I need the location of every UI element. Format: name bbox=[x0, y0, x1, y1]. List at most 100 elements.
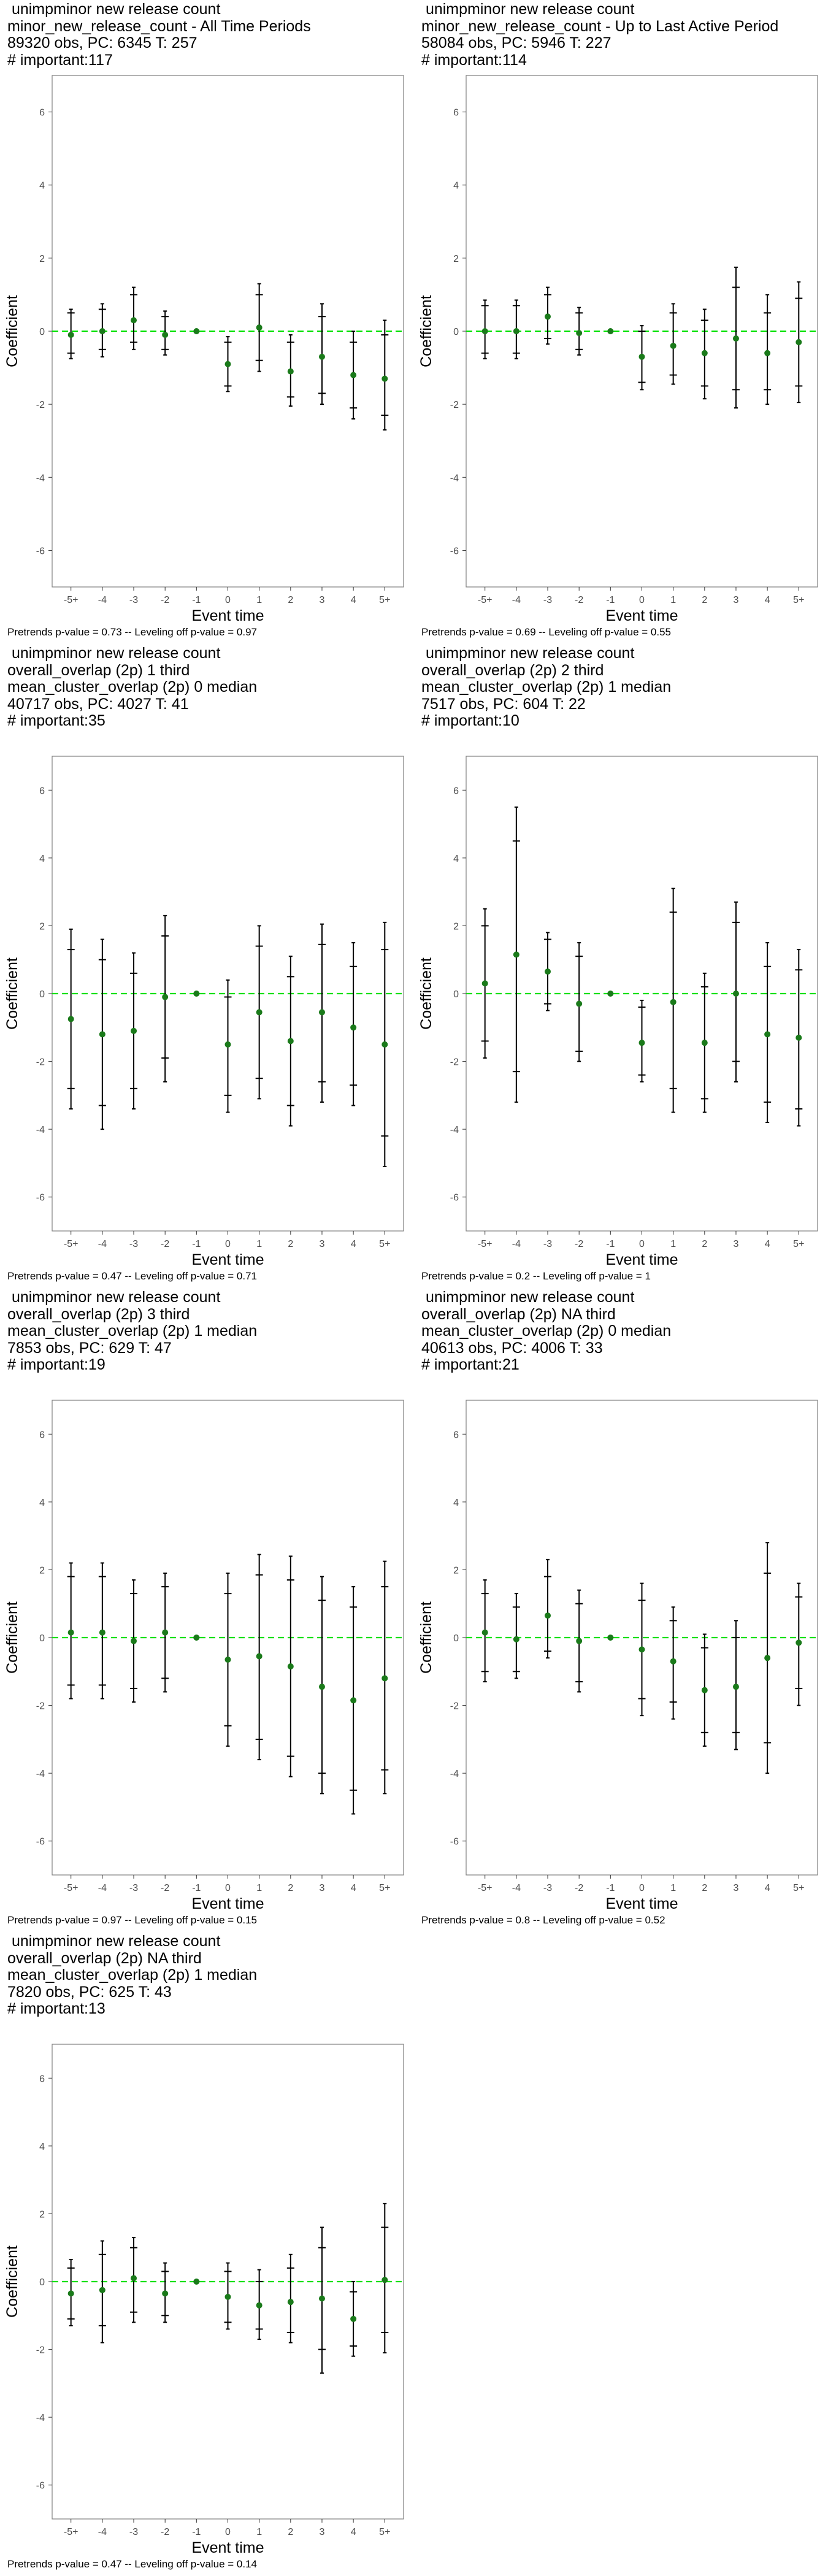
coefficient-point bbox=[481, 1629, 488, 1636]
pvalue-footnote: Pretrends p-value = 0.69 -- Leveling off… bbox=[421, 626, 671, 638]
x-tick-label: 0 bbox=[225, 2527, 231, 2537]
y-tick-label: -4 bbox=[36, 2413, 45, 2423]
plot-panel-border bbox=[466, 756, 818, 1232]
x-tick-label: 5+ bbox=[379, 1239, 390, 1249]
x-tick-label: 1 bbox=[256, 2527, 262, 2537]
x-tick-label: 0 bbox=[639, 595, 645, 605]
x-tick-label: -2 bbox=[575, 1883, 583, 1893]
y-tick-label: 2 bbox=[453, 921, 459, 932]
x-axis-title: Event time bbox=[191, 2539, 264, 2556]
chart-title-line: 7517 obs, PC: 604 T: 22 bbox=[421, 695, 586, 713]
x-tick-label: 4 bbox=[351, 2527, 356, 2537]
coefficient-point bbox=[764, 350, 771, 356]
y-tick-label: 4 bbox=[453, 1498, 459, 1508]
coefficient-point bbox=[638, 353, 645, 360]
chart-panel-6: unimpminor new release count overall_over… bbox=[414, 1288, 828, 1932]
y-axis-title: Coefficient bbox=[418, 957, 435, 1030]
pvalue-footnote: Pretrends p-value = 0.97 -- Leveling off… bbox=[7, 1914, 257, 1926]
chart-title-line: mean_cluster_overlap (2p) 0 median bbox=[421, 1322, 672, 1340]
x-tick-label: -4 bbox=[512, 1239, 521, 1249]
coefficient-point bbox=[545, 313, 551, 320]
y-tick-label: -6 bbox=[36, 2481, 45, 2491]
chart-plot-svg: -6 -4 -2 0 2 4 6 -5+ -4 -3 -2 -1 0 1 2 3 4 5+ Event time Co… bbox=[418, 756, 818, 1268]
y-tick-label: -6 bbox=[450, 1193, 459, 1203]
y-axis-title: Coefficient bbox=[4, 957, 21, 1030]
coefficient-point bbox=[99, 1629, 105, 1636]
x-axis-title: Event time bbox=[191, 1251, 264, 1268]
y-tick-label: -4 bbox=[450, 1769, 459, 1779]
x-tick-label: 4 bbox=[351, 595, 356, 605]
x-tick-label: -1 bbox=[192, 2527, 201, 2537]
x-tick-label: -1 bbox=[192, 1883, 201, 1893]
coefficient-point bbox=[381, 2277, 388, 2283]
coefficient-point bbox=[224, 1656, 231, 1663]
chart-title-line: mean_cluster_overlap (2p) 1 median bbox=[7, 1966, 258, 1984]
y-tick-label: 6 bbox=[39, 108, 45, 118]
x-tick-label: 3 bbox=[320, 595, 325, 605]
x-tick-label: 1 bbox=[670, 1239, 676, 1249]
pvalue-footnote: Pretrends p-value = 0.47 -- Leveling off… bbox=[7, 1270, 257, 1282]
y-tick-label: 4 bbox=[39, 181, 45, 191]
x-tick-label: 5+ bbox=[379, 595, 390, 605]
x-tick-label: 3 bbox=[734, 595, 739, 605]
y-tick-label: 0 bbox=[453, 1633, 459, 1644]
chart-title-line: 58084 obs, PC: 5946 T: 227 bbox=[421, 34, 611, 52]
coefficient-point bbox=[545, 968, 551, 975]
coefficient-point bbox=[670, 1658, 677, 1665]
x-tick-label: 0 bbox=[225, 595, 231, 605]
coefficient-point bbox=[795, 1034, 802, 1041]
x-tick-label: 1 bbox=[670, 595, 676, 605]
coefficient-point bbox=[162, 994, 169, 1000]
y-tick-label: 4 bbox=[453, 181, 459, 191]
y-tick-label: -6 bbox=[36, 1193, 45, 1203]
coefficient-point bbox=[350, 1024, 357, 1031]
coefficient-point bbox=[131, 2275, 137, 2282]
x-tick-label: 4 bbox=[351, 1239, 356, 1249]
y-tick-label: -4 bbox=[450, 1125, 459, 1135]
x-tick-label: 2 bbox=[288, 1883, 293, 1893]
x-tick-label: -3 bbox=[543, 595, 552, 605]
coefficient-point bbox=[224, 361, 231, 367]
coefficient-point bbox=[256, 1653, 263, 1660]
y-tick-label: -6 bbox=[36, 1837, 45, 1847]
y-tick-label: 2 bbox=[39, 1565, 45, 1576]
x-tick-label: 0 bbox=[225, 1883, 231, 1893]
x-tick-label: -4 bbox=[98, 1883, 107, 1893]
coefficient-point bbox=[381, 375, 388, 382]
y-tick-label: 0 bbox=[39, 327, 45, 337]
y-tick-label: -2 bbox=[450, 400, 459, 410]
chart-plot-svg: -6 -4 -2 0 2 4 6 -5+ -4 -3 -2 -1 0 1 2 3 4 5+ Event time Co… bbox=[4, 1400, 404, 1912]
y-tick-label: -2 bbox=[36, 2345, 45, 2356]
coefficient-point bbox=[481, 980, 488, 987]
y-tick-label: 6 bbox=[39, 1430, 45, 1440]
chart-title-line: mean_cluster_overlap (2p) 1 median bbox=[7, 1322, 258, 1340]
x-tick-label: 0 bbox=[639, 1883, 645, 1893]
x-tick-label: -5+ bbox=[478, 595, 493, 605]
x-tick-label: -3 bbox=[129, 1883, 138, 1893]
chart-plot-svg: -6 -4 -2 0 2 4 6 -5+ -4 -3 -2 -1 0 1 2 3 4 5+ Event time Co… bbox=[4, 756, 404, 1268]
coefficient-point bbox=[256, 324, 263, 331]
y-tick-label: 0 bbox=[39, 1633, 45, 1644]
chart-title-block: unimpminor new release count overall_over… bbox=[7, 1289, 257, 1374]
x-tick-label: 1 bbox=[256, 1239, 262, 1249]
chart-title-line: # important:10 bbox=[421, 712, 519, 729]
y-tick-label: -6 bbox=[36, 546, 45, 556]
coefficient-point bbox=[193, 1635, 200, 1641]
y-axis-title: Coefficient bbox=[418, 295, 435, 367]
coefficient-point bbox=[732, 991, 739, 997]
x-tick-label: -5+ bbox=[478, 1883, 493, 1893]
coefficient-point bbox=[224, 1041, 231, 1048]
chart-plot-svg: -6 -4 -2 0 2 4 6 -5+ -4 -3 -2 -1 0 1 2 3 4 5+ Event time Co… bbox=[418, 1400, 818, 1912]
coefficient-point bbox=[513, 951, 519, 958]
chart-title-line: unimpminor new release count bbox=[421, 1, 635, 18]
x-axis-title: Event time bbox=[191, 1895, 264, 1912]
coefficient-point bbox=[701, 1040, 708, 1046]
pvalue-footnote: Pretrends p-value = 0.47 -- Leveling off… bbox=[7, 2558, 257, 2570]
x-tick-label: -5+ bbox=[64, 1239, 79, 1249]
y-tick-label: -2 bbox=[450, 1057, 459, 1068]
x-tick-label: 4 bbox=[765, 1239, 770, 1249]
x-tick-label: -2 bbox=[575, 1239, 583, 1249]
coefficient-point bbox=[381, 1041, 388, 1048]
y-tick-label: 6 bbox=[39, 2074, 45, 2084]
x-tick-label: -4 bbox=[98, 595, 107, 605]
